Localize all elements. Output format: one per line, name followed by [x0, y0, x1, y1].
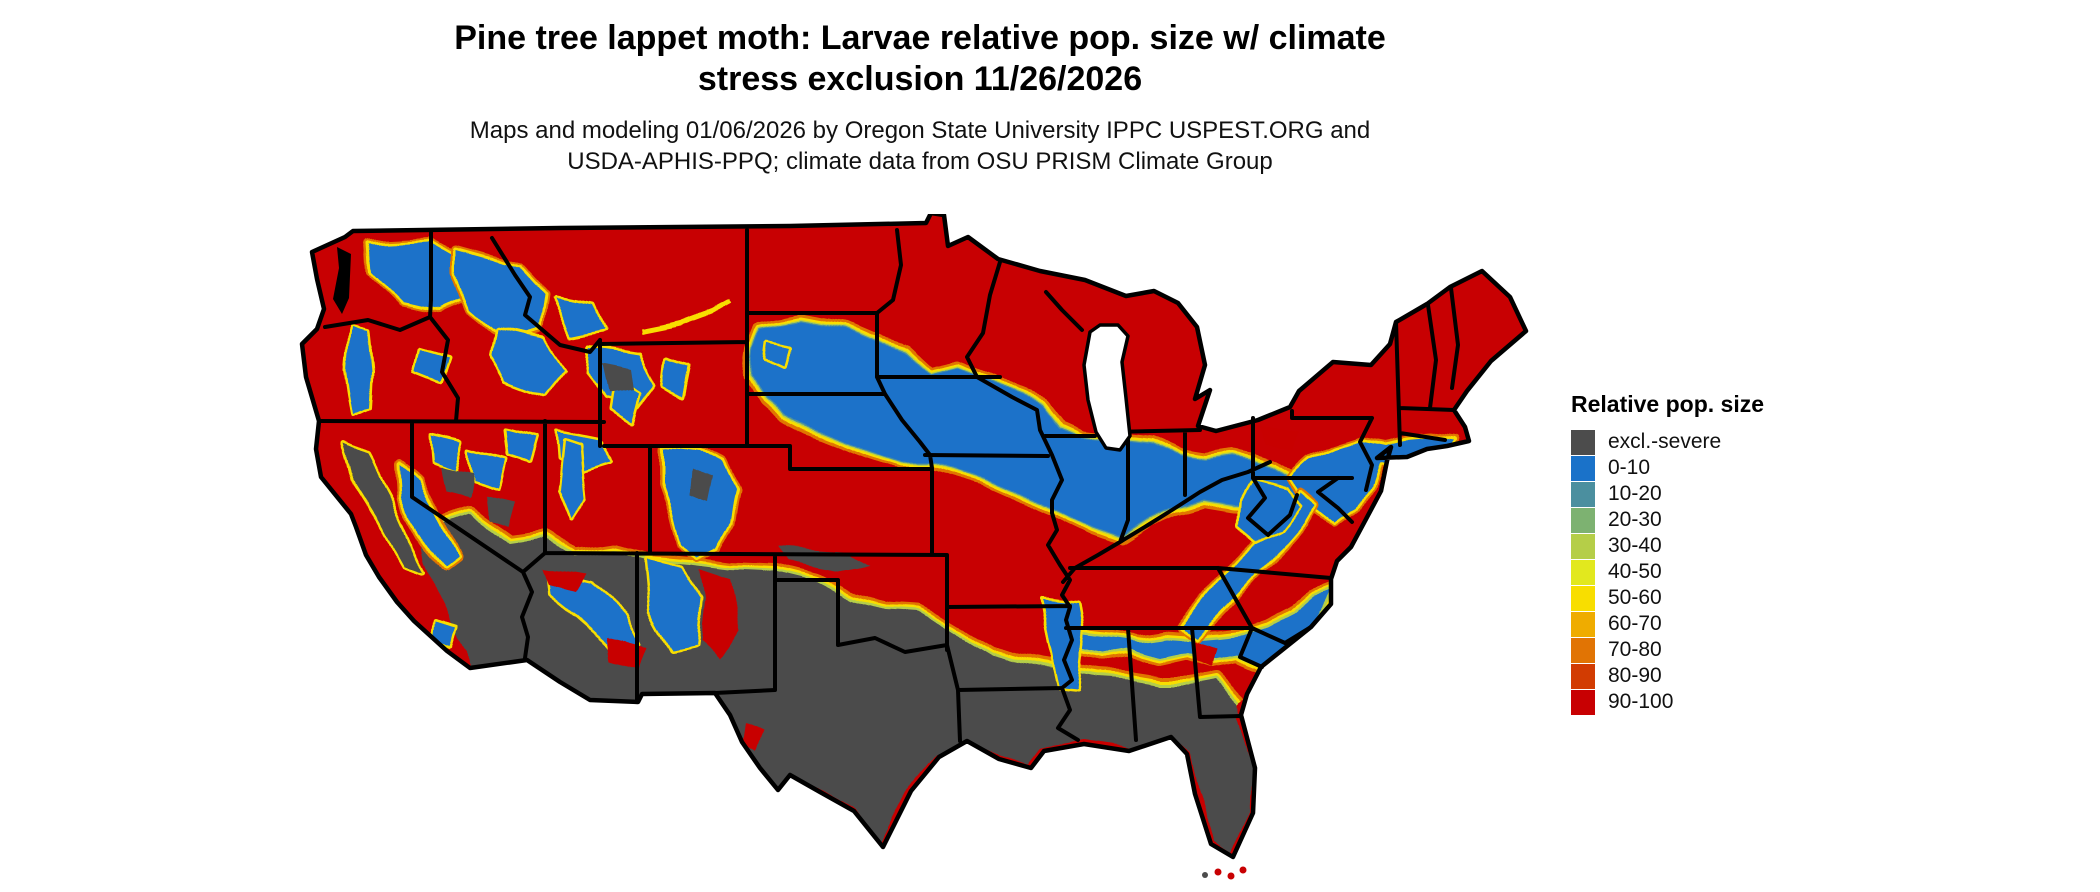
legend-swatch [1571, 507, 1595, 533]
legend-item-label: 30-40 [1608, 534, 1662, 557]
map-raster [302, 214, 1526, 857]
legend-item: 50-60 [1571, 585, 1871, 611]
puget-sound [333, 247, 351, 314]
legend-swatch [1571, 481, 1595, 507]
header: Pine tree lappet moth: Larvae relative p… [0, 18, 1840, 177]
legend-swatch [1571, 689, 1595, 715]
legend-item-label: 60-70 [1608, 612, 1662, 635]
legend-item-label: 50-60 [1608, 586, 1662, 609]
legend-swatch [1571, 429, 1595, 455]
map-title-line1: Pine tree lappet moth: Larvae relative p… [454, 19, 1386, 57]
us-map [290, 214, 1546, 886]
legend-item: 80-90 [1571, 663, 1871, 689]
map-subtitle-line1: Maps and modeling 01/06/2026 by Oregon S… [469, 117, 1371, 144]
legend-swatch [1571, 559, 1595, 585]
legend-item: 30-40 [1571, 533, 1871, 559]
legend-item: 40-50 [1571, 559, 1871, 585]
legend-item-label: 70-80 [1608, 638, 1662, 661]
legend-item: 70-80 [1571, 637, 1871, 663]
map-title-line2: stress exclusion 11/26/2026 [697, 60, 1143, 98]
map-subtitle-line2: USDA-APHIS-PPQ; climate data from OSU PR… [567, 148, 1273, 175]
legend: Relative pop. size excl.-severe 0-10 10-20… [1571, 391, 1871, 715]
legend-item-label: 80-90 [1608, 664, 1662, 687]
legend-swatch [1571, 533, 1595, 559]
legend-item: excl.-severe [1571, 429, 1871, 455]
legend-swatch [1571, 455, 1595, 481]
legend-item: 90-100 [1571, 689, 1871, 715]
legend-item-label: 90-100 [1608, 690, 1674, 713]
state-borders [317, 228, 1460, 743]
legend-item-label: 10-20 [1608, 482, 1662, 505]
legend-item: 10-20 [1571, 481, 1871, 507]
legend-title: Relative pop. size [1571, 391, 1765, 417]
legend-swatch [1571, 585, 1595, 611]
legend-items: excl.-severe 0-10 10-20 20-30 30-40 40-50 50-6… [1571, 429, 1871, 715]
legend-item-label: 20-30 [1608, 508, 1662, 531]
legend-item-label: excl.-severe [1608, 430, 1722, 453]
legend-item-label: 0-10 [1608, 456, 1651, 479]
florida-keys [1202, 866, 1247, 880]
legend-swatch [1571, 637, 1595, 663]
legend-item: 20-30 [1571, 507, 1871, 533]
legend-swatch [1571, 611, 1595, 637]
lake-michigan [1082, 323, 1132, 452]
legend-item-label: 40-50 [1608, 560, 1662, 583]
legend-swatch [1571, 663, 1595, 689]
legend-item: 0-10 [1571, 455, 1871, 481]
us-map-svg [290, 214, 1546, 880]
map-subtitle: Maps and modeling 01/06/2026 by Oregon S… [0, 115, 1840, 177]
legend-item: 60-70 [1571, 611, 1871, 637]
